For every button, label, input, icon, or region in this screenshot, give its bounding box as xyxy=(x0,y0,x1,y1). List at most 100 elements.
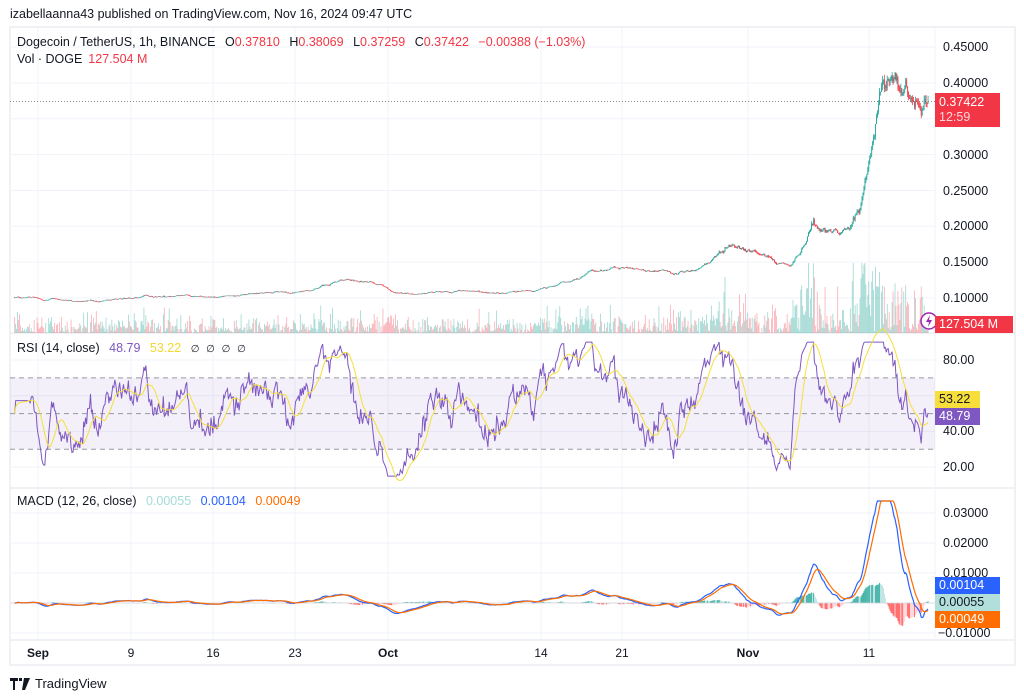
volume-bar xyxy=(532,329,533,333)
volume-bar xyxy=(764,315,766,333)
volume-bar xyxy=(859,298,861,333)
candle-body xyxy=(192,296,193,298)
candle-body xyxy=(343,279,345,281)
volume-bar xyxy=(754,315,756,333)
candle-body xyxy=(372,282,374,283)
volume-bar xyxy=(576,324,578,333)
volume-bar xyxy=(895,305,897,333)
candle-body xyxy=(852,217,854,224)
candle-body xyxy=(794,258,796,262)
volume-bar xyxy=(263,323,265,333)
volume-bar xyxy=(608,323,610,333)
volume-bar xyxy=(756,313,758,333)
candle-body xyxy=(279,291,281,293)
candle-body xyxy=(651,271,653,272)
macd-histogram-bar xyxy=(855,596,857,603)
candle-body xyxy=(37,297,39,299)
volume-bar xyxy=(306,331,308,333)
macd-histogram-bar xyxy=(766,603,768,605)
candle-body xyxy=(325,284,327,286)
volume-bar xyxy=(376,316,378,333)
volume-bar xyxy=(824,287,826,333)
volume-bar xyxy=(286,317,288,333)
volume-bar xyxy=(257,331,258,333)
candle-body xyxy=(320,286,322,288)
volume-bar xyxy=(484,325,486,333)
candle-body xyxy=(789,265,791,267)
volume-bar xyxy=(613,318,615,333)
volume-bar xyxy=(355,331,357,333)
candle-body xyxy=(46,300,48,301)
candle-body xyxy=(602,270,603,272)
macd-histogram-bar xyxy=(542,601,544,603)
macd-histogram-bar xyxy=(390,603,392,606)
volume-bar xyxy=(63,331,65,333)
candle-body xyxy=(157,296,158,298)
volume-bar xyxy=(658,306,660,333)
candle-body xyxy=(366,281,367,283)
volume-bar xyxy=(706,314,707,333)
volume-bar xyxy=(672,330,673,333)
candle-body xyxy=(640,269,641,271)
macd-histogram-bar xyxy=(919,603,921,612)
volume-bar xyxy=(713,319,715,333)
volume-bar xyxy=(186,328,188,333)
macd-histogram-bar xyxy=(888,603,890,609)
candle-body xyxy=(31,296,33,298)
volume-bar xyxy=(119,321,121,333)
macd-histogram-bar xyxy=(322,601,324,603)
candle-body xyxy=(16,297,18,298)
candle-body xyxy=(390,290,392,291)
candle-body xyxy=(467,290,468,292)
volume-bar xyxy=(466,331,467,333)
volume-bar xyxy=(118,320,120,333)
volume-bar xyxy=(231,331,233,333)
volume-bar xyxy=(107,332,109,333)
volume-bar xyxy=(66,321,68,333)
candle-body xyxy=(145,294,147,296)
rsi-title[interactable]: RSI (14, close) xyxy=(17,341,100,355)
candle-body xyxy=(233,295,235,297)
macd-histogram-bar xyxy=(724,601,726,603)
volume-bar xyxy=(595,322,597,333)
macd-histogram-bar xyxy=(763,603,765,605)
macd-histogram-bar xyxy=(773,603,774,605)
volume-bar xyxy=(537,326,538,333)
symbol-title[interactable]: Dogecoin / TetherUS, 1h, BINANCE xyxy=(17,35,216,49)
candle-body xyxy=(268,292,270,293)
candle-body xyxy=(618,268,620,269)
volume-bar xyxy=(586,320,588,333)
candle-body xyxy=(660,270,662,271)
macd-title[interactable]: MACD (12, 26, close) xyxy=(17,494,137,508)
volume-bar xyxy=(413,331,415,333)
volume-bar xyxy=(322,325,324,333)
volume-bar xyxy=(524,329,526,333)
volume-bar xyxy=(892,291,894,333)
macd-histogram-bar xyxy=(926,601,928,603)
volume-bar xyxy=(265,325,267,333)
volume-bar xyxy=(244,327,246,333)
volume-bar xyxy=(893,324,895,333)
macd-histogram-bar xyxy=(712,600,714,603)
volume-bar xyxy=(462,321,464,333)
volume-label[interactable]: Vol · DOGE xyxy=(17,52,83,66)
candle-body xyxy=(476,291,478,292)
candle-body xyxy=(528,290,530,292)
volume-bar xyxy=(39,327,41,333)
candle-body xyxy=(92,300,94,302)
volume-bar xyxy=(236,326,238,333)
volume-bar xyxy=(781,331,783,333)
candle-body xyxy=(712,257,714,260)
footer-brand[interactable]: TradingView xyxy=(10,676,107,691)
candle-body xyxy=(266,292,268,294)
candle-body xyxy=(195,296,197,297)
candle-body xyxy=(68,300,70,301)
volume-bar xyxy=(435,325,436,333)
candle-body xyxy=(912,99,913,101)
candle-body xyxy=(711,259,713,261)
macd-histogram-bar xyxy=(721,600,723,603)
candle-body xyxy=(848,228,850,229)
high-value: 0.38069 xyxy=(298,35,344,49)
volume-bar xyxy=(530,323,532,333)
